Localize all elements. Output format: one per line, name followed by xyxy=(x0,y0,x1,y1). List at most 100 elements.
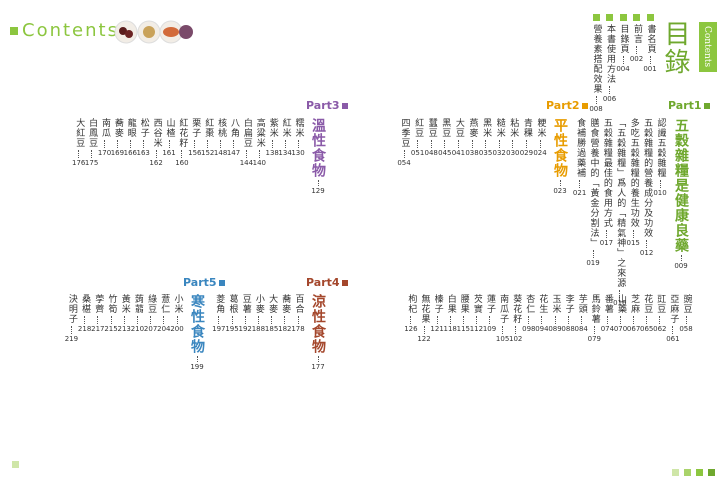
toc-entry: 南瓜 170 xyxy=(95,118,115,157)
page-number: 197 xyxy=(212,325,226,333)
entry-name: 紫米 xyxy=(267,118,278,138)
toc-entry: 亞麻子 061 xyxy=(663,294,683,343)
dot-leader xyxy=(317,356,319,362)
toc-entry: 糙米 032 xyxy=(489,118,509,157)
page-number: 160 xyxy=(175,159,189,167)
toc-entry: 書名頁 001 xyxy=(640,14,660,73)
page-number: 006 xyxy=(602,95,617,103)
dot-leader xyxy=(593,326,595,334)
dot-leader xyxy=(498,140,500,148)
entry-name: 前言 xyxy=(632,24,642,44)
page-number: 213 xyxy=(117,325,131,333)
toc-entry: 紅花籽 160 xyxy=(172,118,192,167)
toc-entry: 竹筍 215 xyxy=(101,294,121,333)
entry-name: 白扁豆 xyxy=(241,118,252,148)
toc-entry: 薏仁 204 xyxy=(154,294,174,333)
dot-leader xyxy=(609,86,610,94)
toc-entry: 無花果 122 xyxy=(414,294,434,343)
dot-leader xyxy=(129,140,131,148)
part-label-square xyxy=(581,103,588,109)
entry-name: 百合 xyxy=(293,294,304,314)
toc-entry: 栗子 156 xyxy=(185,118,205,157)
entry-name: 豇豆 xyxy=(655,294,666,314)
dot-leader xyxy=(579,180,581,188)
entry-name: 紅豆 xyxy=(413,118,424,138)
entry-name: 山楂 xyxy=(164,118,175,138)
page-number: 032 xyxy=(492,149,506,157)
page-number: 054 xyxy=(397,159,411,167)
entry-name: 杏仁 xyxy=(524,294,535,314)
dot-leader xyxy=(595,96,597,104)
toc-entry: 目錄頁 004 xyxy=(613,14,633,73)
page-number: 161 xyxy=(162,149,176,157)
page-number: 061 xyxy=(666,335,680,343)
part-label-square xyxy=(703,103,710,109)
page-number: 001 xyxy=(643,65,657,73)
toc-entry: 膳食營養中的「黃金分割法」 019 xyxy=(583,118,603,267)
toc-entry: 黑豆 045 xyxy=(435,118,455,157)
page-number: 204 xyxy=(157,325,171,333)
dot-leader xyxy=(136,316,138,324)
dot-leader xyxy=(471,140,473,148)
toc-entry: 龍眼 166 xyxy=(120,118,140,157)
toc-entry: 前言 002 xyxy=(627,14,647,63)
entry-name: 紅米 xyxy=(280,118,291,138)
dot-leader xyxy=(554,316,556,324)
toc-entry: 腰果 115 xyxy=(453,294,473,333)
dot-leader xyxy=(685,316,687,324)
dot-leader xyxy=(218,316,220,324)
entry-name: 桑椹 xyxy=(80,294,91,314)
entry-name: 蕎麥 xyxy=(280,294,291,314)
entry-name: 小麥 xyxy=(253,294,264,314)
toc-entry: 大紅豆 176 xyxy=(69,118,89,167)
page-number: 166 xyxy=(123,149,137,157)
entry-name: 多吃五穀雜糧的養生功效 xyxy=(628,118,639,228)
bottom-squares xyxy=(672,461,716,480)
page-number: 138 xyxy=(265,149,279,157)
part-label: Part1 xyxy=(668,99,710,112)
dot-leader xyxy=(646,316,648,324)
page-number: 210 xyxy=(130,325,145,333)
page-number: 035 xyxy=(478,149,493,157)
dot-leader xyxy=(410,316,412,324)
toc-entry: 榛子 121 xyxy=(427,294,447,333)
dot-leader xyxy=(110,316,112,324)
entry-name: 糯米 xyxy=(293,118,304,138)
toc-entry: 黑米 035 xyxy=(476,118,496,157)
toc-entry: 營養素搭配效果 008 xyxy=(586,14,606,113)
part-label: Part5 xyxy=(183,276,225,289)
part-label-square xyxy=(341,103,348,109)
entry-name: 決明子 xyxy=(66,294,77,324)
part-label-square xyxy=(341,280,348,286)
toc-entry: 葛根 195 xyxy=(222,294,242,333)
page-number: 051 xyxy=(410,149,425,157)
toc-entry: 西谷米 162 xyxy=(146,118,166,167)
left-title-bullet xyxy=(10,27,18,35)
dot-leader xyxy=(142,140,144,148)
entry-name: 花生 xyxy=(537,294,548,314)
entry-name: 黃米 xyxy=(119,294,130,314)
entry-name: 食補勝過藥補 xyxy=(575,118,586,178)
page-number: 195 xyxy=(225,325,239,333)
entry-name: 番薯 xyxy=(602,294,613,314)
toc-entry: 五穀雜糧最佳的食用方式 017 xyxy=(596,118,616,247)
page-number: 129 xyxy=(311,187,325,195)
toc-entry: 蒟蒻 210 xyxy=(127,294,147,333)
dot-leader xyxy=(672,326,674,334)
dot-leader xyxy=(462,316,464,324)
dot-leader xyxy=(84,316,86,324)
toc-entry: 南瓜子 105 xyxy=(493,294,513,343)
dot-leader xyxy=(444,140,446,148)
page-number: 030 xyxy=(506,149,520,157)
entry-name: 青稞 xyxy=(521,118,532,138)
entry-bullet xyxy=(592,14,600,21)
page-number: 010 xyxy=(653,189,667,197)
entry-bullet xyxy=(619,14,627,21)
entry-name: 粳米 xyxy=(535,118,546,138)
page-number: 192 xyxy=(238,325,252,333)
page-number: 058 xyxy=(679,325,693,333)
entry-name: 無花果 xyxy=(419,294,430,324)
toc-entry: 「五穀雜糧」爲人的「精氣神」之來源 016 xyxy=(610,118,630,307)
entry-name: 小米 xyxy=(172,294,183,314)
toc-entry: 蓮子 109 xyxy=(480,294,500,333)
